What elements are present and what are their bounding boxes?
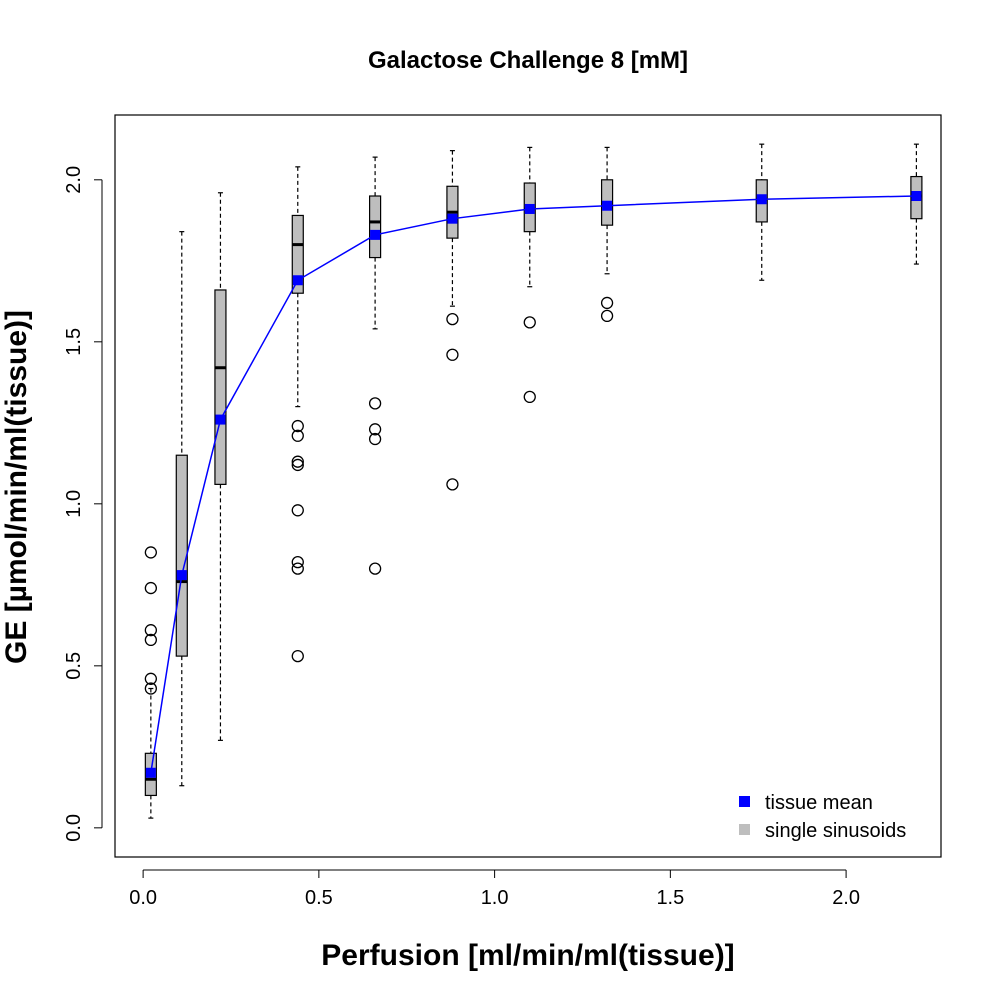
boxplot <box>291 166 304 663</box>
boxplot <box>910 143 923 265</box>
x-tick-label: 1.5 <box>656 887 684 909</box>
outlier-point <box>144 682 158 695</box>
outlier-point <box>523 390 536 404</box>
mean-point <box>602 200 613 211</box>
y-tick-label: 2.0 <box>63 166 85 194</box>
outlier-point <box>446 348 459 361</box>
outlier-point <box>144 633 158 647</box>
mean-point <box>176 570 187 581</box>
outlier-point <box>446 478 459 491</box>
boxplot <box>446 150 459 491</box>
outlier-point <box>368 397 382 410</box>
mean-point <box>447 213 458 224</box>
mean-point <box>215 414 226 425</box>
outlier-point <box>368 562 382 575</box>
boxplot <box>368 156 382 575</box>
outlier-point <box>600 296 614 310</box>
x-tick-label: 0.5 <box>305 887 333 909</box>
legend-swatch-single-sinusoids <box>739 824 750 835</box>
plot-frame <box>114 114 942 858</box>
y-tick-label: 1.0 <box>63 490 85 518</box>
boxplot <box>523 146 536 404</box>
plot-layer: 0.0 0.5 1.0 1.5 2.0 0.0 0.5 1.0 1.5 2.0 <box>63 143 923 909</box>
outlier-point <box>446 312 459 326</box>
mean-point <box>911 191 922 202</box>
x-tick-label: 2.0 <box>832 887 860 909</box>
boxplot <box>600 146 614 323</box>
y-axis-label: GE [µmol/min/ml(tissue)] <box>0 310 33 664</box>
outlier-point <box>523 316 536 329</box>
x-axis-label: Perfusion [ml/min/ml(tissue)] <box>321 939 734 972</box>
outlier-point <box>600 309 614 323</box>
outlier-point <box>291 458 304 472</box>
mean-point <box>370 229 381 240</box>
box-iqr <box>175 454 188 657</box>
mean-point <box>756 194 767 205</box>
boxplot <box>214 192 227 741</box>
outlier-point <box>368 423 382 436</box>
mean-point <box>145 767 156 778</box>
box-iqr <box>291 214 304 294</box>
outlier-point <box>144 581 158 595</box>
legend: tissue mean single sinusoids <box>739 792 906 842</box>
x-tick-label: 0.0 <box>129 887 157 909</box>
mean-point <box>524 203 535 214</box>
outlier-point <box>291 555 304 569</box>
mean-point <box>292 275 303 286</box>
outlier-point <box>144 546 158 559</box>
outlier-point <box>144 624 158 637</box>
boxplot <box>755 143 768 281</box>
box-iqr <box>214 289 227 485</box>
chart-title: Galactose Challenge 8 [mM] <box>368 47 688 74</box>
outlier-point <box>291 419 304 433</box>
mean-line <box>150 195 917 773</box>
outlier-point <box>291 562 304 575</box>
y-tick-label: 0.5 <box>63 652 85 680</box>
outlier-point <box>291 429 304 442</box>
outlier-point <box>291 455 304 468</box>
outlier-point <box>291 649 304 663</box>
legend-label-tissue-mean: tissue mean <box>765 792 873 814</box>
legend-label-single-sinusoids: single sinusoids <box>765 820 906 842</box>
box-iqr <box>369 195 382 259</box>
legend-swatch-tissue-mean <box>739 796 750 807</box>
outlier-point <box>291 504 304 517</box>
y-tick-label: 1.5 <box>63 328 85 356</box>
x-tick-label: 1.0 <box>481 887 509 909</box>
y-tick-label: 0.0 <box>63 814 85 842</box>
boxplot <box>175 231 188 787</box>
outlier-point <box>144 672 158 685</box>
outlier-point <box>368 432 382 446</box>
